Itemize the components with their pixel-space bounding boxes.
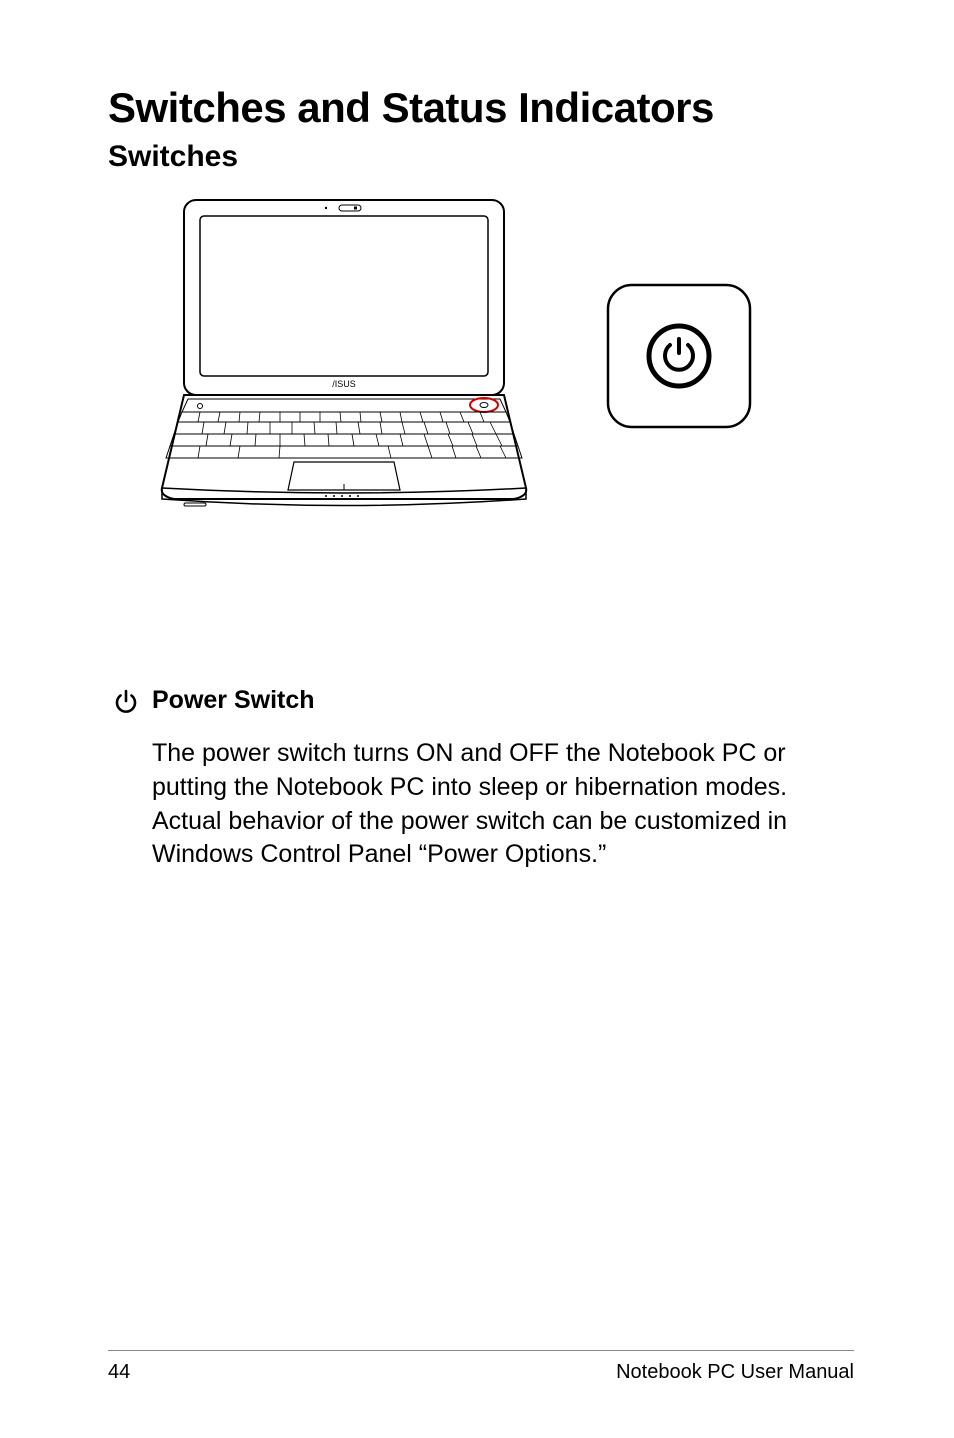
page-title: Switches and Status Indicators bbox=[108, 84, 854, 132]
page-footer: 44 Notebook PC User Manual bbox=[108, 1350, 854, 1384]
switch-body-text: The power switch turns ON and OFF the No… bbox=[152, 737, 854, 872]
footer-label: Notebook PC User Manual bbox=[616, 1361, 854, 1384]
page-number: 44 bbox=[108, 1361, 130, 1384]
power-button-callout bbox=[604, 281, 754, 431]
brand-text: /ISUS bbox=[332, 379, 356, 389]
figure-row: /ISUS bbox=[144, 196, 854, 516]
section-subtitle: Switches bbox=[108, 140, 854, 174]
switch-heading-row: Power Switch bbox=[112, 686, 854, 715]
power-button-highlight bbox=[470, 398, 498, 412]
switch-heading: Power Switch bbox=[152, 686, 315, 715]
laptop-diagram: /ISUS bbox=[144, 196, 544, 516]
power-icon bbox=[112, 687, 140, 715]
